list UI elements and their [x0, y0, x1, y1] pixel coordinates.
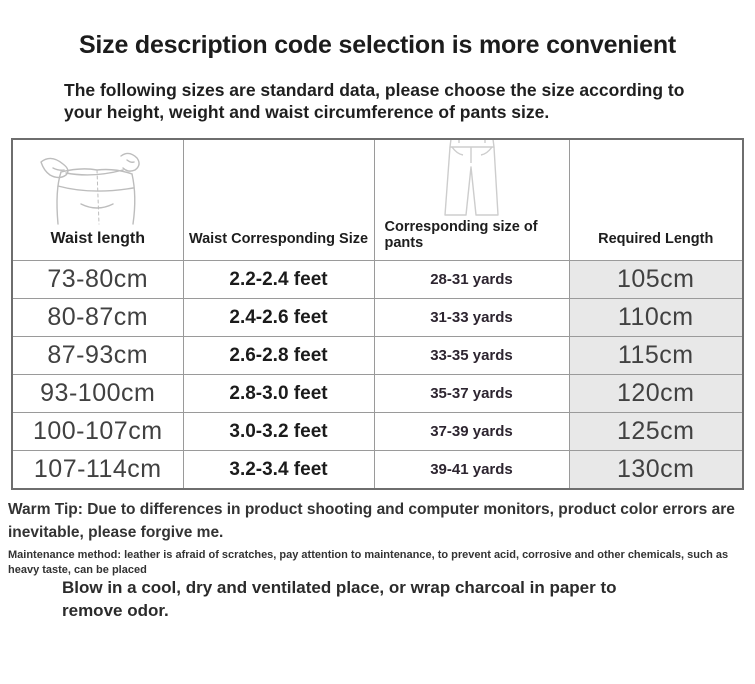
- waist-feet-cell: 2.4-2.6 feet: [182, 298, 375, 337]
- required-length-cell: 125cm: [568, 412, 744, 451]
- size-table: Waist length Waist Corresponding Size: [11, 138, 744, 490]
- waist-feet-cell: 2.6-2.8 feet: [182, 336, 375, 375]
- column-header-label: Waist Corresponding Size: [188, 231, 369, 248]
- waist-cm-cell: 87-93cm: [11, 336, 184, 375]
- warm-tip-text: Warm Tip: Due to differences in product …: [8, 501, 735, 542]
- pants-size-cell: 37-39 yards: [373, 412, 570, 451]
- pants-size-cell: 39-41 yards: [373, 450, 570, 490]
- storage-note-text: Blow in a cool, dry and ventilated place…: [62, 578, 617, 620]
- column-header-waist-corresponding-size: Waist Corresponding Size: [182, 138, 375, 261]
- column-header-waist-length: Waist length: [11, 138, 184, 261]
- waist-cm-cell: 100-107cm: [11, 412, 184, 451]
- waist-cm-cell: 107-114cm: [11, 450, 184, 490]
- required-length-cell: 115cm: [568, 336, 744, 375]
- required-length-cell: 105cm: [568, 260, 744, 299]
- table-row: 107-114cm 3.2-3.4 feet 39-41 yards 130cm: [11, 450, 744, 490]
- column-header-required-length: Required Length: [568, 138, 744, 261]
- waist-feet-cell: 3.2-3.4 feet: [182, 450, 375, 490]
- table-row: 80-87cm 2.4-2.6 feet 31-33 yards 110cm: [11, 298, 744, 337]
- column-header-label: Required Length: [598, 231, 714, 248]
- pants-size-cell: 31-33 yards: [373, 298, 570, 337]
- page-subtitle-line1: The following sizes are standard data, p…: [64, 80, 685, 100]
- size-table-header-row: Waist length Waist Corresponding Size: [11, 138, 744, 261]
- column-header-label: Waist length: [50, 229, 145, 247]
- required-length-cell: 110cm: [568, 298, 744, 337]
- page-title: Size description code selection is more …: [78, 31, 677, 59]
- waist-feet-cell: 3.0-3.2 feet: [182, 412, 375, 451]
- column-header-pants-size: Corresponding size of pants: [373, 138, 570, 261]
- table-row: 100-107cm 3.0-3.2 feet 37-39 yards 125cm: [11, 412, 744, 451]
- pants-illustration: [375, 139, 568, 219]
- maintenance-note-text: Maintenance method: leather is afraid of…: [8, 549, 729, 576]
- waist-feet-cell: 2.8-3.0 feet: [182, 374, 375, 413]
- table-row: 93-100cm 2.8-3.0 feet 35-37 yards 120cm: [11, 374, 744, 413]
- required-length-cell: 120cm: [568, 374, 744, 413]
- column-header-label: Corresponding size of pants: [384, 218, 538, 252]
- page-subtitle-line2: your height, weight and waist circumfere…: [64, 102, 550, 123]
- required-length-cell: 130cm: [568, 450, 744, 490]
- pants-size-cell: 28-31 yards: [373, 260, 570, 299]
- pants-size-cell: 33-35 yards: [373, 336, 570, 375]
- table-row: 73-80cm 2.2-2.4 feet 28-31 yards 105cm: [11, 260, 744, 299]
- page-subtitle: The following sizes are standard data, p…: [64, 79, 709, 124]
- waist-cm-cell: 80-87cm: [11, 298, 184, 337]
- pants-size-cell: 35-37 yards: [373, 374, 570, 413]
- table-row: 87-93cm 2.6-2.8 feet 33-35 yards 115cm: [11, 336, 744, 375]
- waist-measure-illustration: [13, 140, 182, 230]
- waist-feet-cell: 2.2-2.4 feet: [182, 260, 375, 299]
- waist-cm-cell: 93-100cm: [11, 374, 184, 413]
- waist-cm-cell: 73-80cm: [11, 260, 184, 299]
